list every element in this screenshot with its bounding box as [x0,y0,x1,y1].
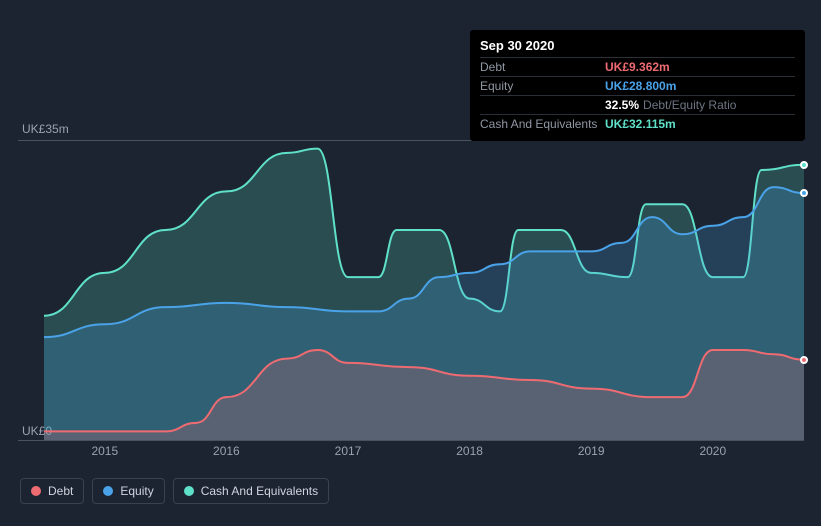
legend-label: Debt [48,484,73,498]
legend-item-equity[interactable]: Equity [92,478,164,504]
tooltip-row: Cash And EquivalentsUK£32.115m [480,114,795,133]
x-axis-tick: 2019 [578,444,605,458]
legend-swatch [184,486,194,496]
end-marker-equity [800,189,808,197]
tooltip-row-label: Debt [480,60,605,74]
tooltip-row-suffix: Debt/Equity Ratio [643,98,736,112]
chart-tooltip: Sep 30 2020 DebtUK£9.362mEquityUK£28.800… [470,30,805,141]
chart-plot-area [44,140,804,440]
tooltip-row-value: UK£28.800m [605,79,676,93]
end-marker-debt [800,356,808,364]
end-marker-cash [800,161,808,169]
legend-label: Equity [120,484,153,498]
tooltip-row: EquityUK£28.800m [480,76,795,95]
x-axis-tick: 2016 [213,444,240,458]
tooltip-row-value: 32.5% [605,98,639,112]
legend-swatch [103,486,113,496]
x-axis-tick: 2015 [91,444,118,458]
y-axis-gridline-bottom [18,440,804,441]
tooltip-row: 32.5% Debt/Equity Ratio [480,95,795,114]
tooltip-row-label: Equity [480,79,605,93]
x-axis-tick: 2018 [456,444,483,458]
y-axis-label-max: UK£35m [22,122,69,136]
area-chart-svg [44,140,804,440]
x-axis-tick: 2020 [699,444,726,458]
legend-item-debt[interactable]: Debt [20,478,84,504]
tooltip-row-label: Cash And Equivalents [480,117,605,131]
tooltip-row-label [480,98,605,112]
x-axis-tick: 2017 [335,444,362,458]
tooltip-row: DebtUK£9.362m [480,57,795,76]
tooltip-row-value: UK£9.362m [605,60,670,74]
chart-legend: Debt Equity Cash And Equivalents [20,478,329,504]
tooltip-row-value: UK£32.115m [605,117,676,131]
tooltip-date: Sep 30 2020 [480,36,795,57]
legend-item-cash[interactable]: Cash And Equivalents [173,478,329,504]
legend-swatch [31,486,41,496]
legend-label: Cash And Equivalents [201,484,318,498]
